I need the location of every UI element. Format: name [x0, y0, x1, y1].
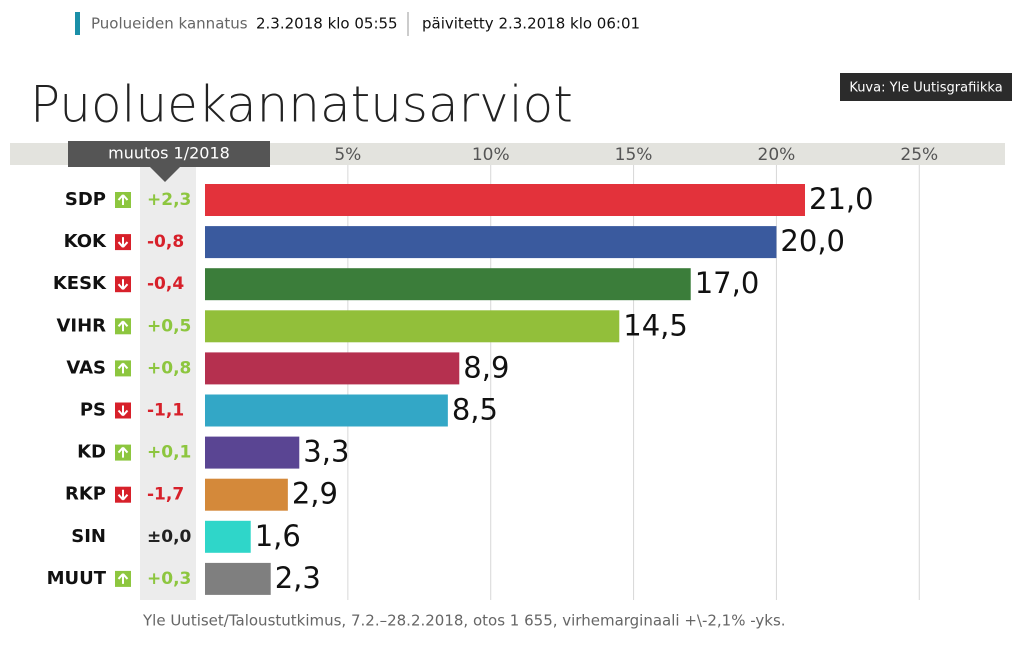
category-label: SDP	[65, 189, 106, 210]
section-marker	[75, 12, 80, 35]
bar	[205, 184, 805, 216]
value-label: 20,0	[780, 224, 845, 258]
category-label: SIN	[71, 526, 106, 547]
updated: päivitetty 2.3.2018 klo 06:01	[422, 15, 640, 33]
category-label: PS	[80, 400, 106, 421]
published: 2.3.2018 klo 05:55	[256, 15, 398, 33]
category-label: VIHR	[56, 315, 106, 336]
change-arrow	[117, 573, 129, 584]
change-arrow	[117, 194, 129, 205]
category-label: RKP	[65, 484, 106, 505]
category-label: KESK	[53, 273, 107, 294]
change-label: ±0,0	[147, 527, 192, 547]
change-arrow	[117, 489, 129, 501]
bar	[205, 436, 300, 469]
change-label: +0,3	[147, 569, 191, 589]
credit-box	[840, 73, 1012, 101]
bar	[205, 478, 288, 511]
chart-title: Puoluekannatusarviot	[30, 76, 573, 134]
change-arrow	[117, 362, 129, 374]
value-label: 1,6	[255, 519, 301, 553]
value-label: 8,5	[452, 393, 498, 427]
section: Puolueiden kannatus	[91, 15, 248, 33]
bar	[205, 352, 460, 385]
change-arrow	[117, 405, 129, 417]
change-label: +0,8	[147, 358, 191, 378]
bar	[205, 562, 271, 595]
x-tick-label: 20%	[758, 145, 796, 165]
category-label: KD	[77, 442, 106, 463]
category-label: KOK	[64, 231, 107, 252]
change-label: +2,3	[147, 190, 191, 210]
x-tick-label: 25%	[900, 145, 938, 165]
value-label: 3,3	[303, 435, 349, 469]
change-arrow	[117, 320, 129, 332]
category-label: MUUT	[47, 568, 107, 589]
value-label: 14,5	[623, 308, 688, 342]
value-label: 8,9	[463, 350, 509, 384]
change-header: muutos 1/2018	[108, 144, 230, 163]
change-arrow	[117, 279, 129, 290]
x-tick-label: 15%	[615, 145, 653, 165]
bar	[205, 520, 251, 553]
change-label: -1,7	[147, 485, 184, 505]
x-tick-label: 10%	[472, 145, 510, 165]
bar	[205, 310, 620, 343]
credit: Kuva: Yle Uutisgrafiikka	[849, 81, 1002, 96]
value-label: 2,3	[275, 561, 321, 595]
bar	[205, 226, 777, 259]
value-label: 2,9	[292, 477, 338, 511]
pointer	[150, 167, 180, 182]
change-label: +0,5	[147, 316, 191, 336]
x-tick-label: 5%	[334, 145, 361, 165]
source-note: Yle Uutiset/Taloustutkimus, 7.2.–28.2.20…	[142, 612, 786, 630]
category-label: VAS	[66, 357, 106, 378]
change-header-box	[68, 141, 270, 167]
bar	[205, 268, 691, 301]
change-arrow	[117, 237, 129, 248]
change-column	[140, 165, 196, 600]
value-label: 17,0	[695, 266, 760, 300]
change-arrow	[117, 446, 129, 458]
change-label: -1,1	[147, 401, 184, 421]
change-label: -0,8	[147, 232, 184, 252]
change-label: +0,1	[147, 443, 191, 463]
value-label: 21,0	[809, 182, 874, 216]
change-label: -0,4	[147, 274, 184, 294]
bar	[205, 394, 448, 427]
